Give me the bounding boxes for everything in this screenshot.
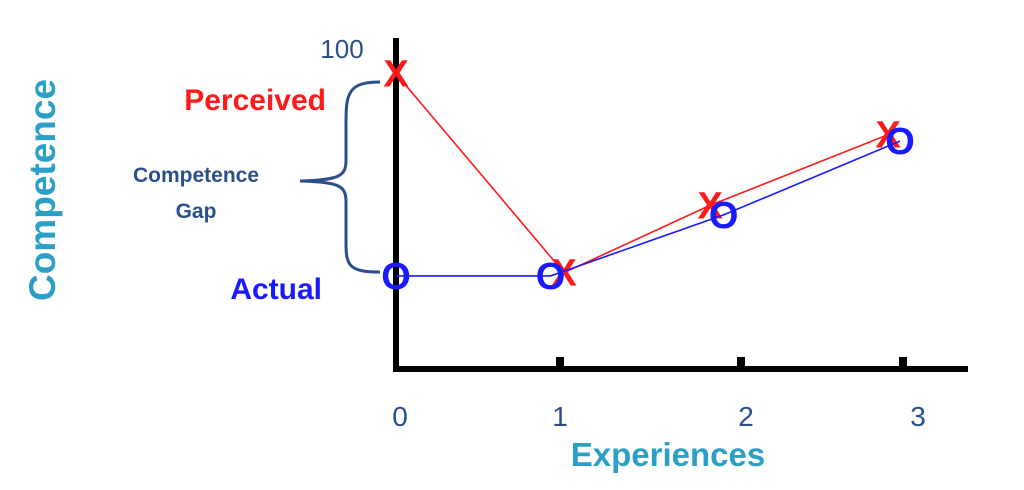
x-tick-mark-1 [556, 357, 564, 369]
competence-gap-label-line2: Gap [176, 200, 217, 223]
y-tick-label-100: 100 [320, 34, 363, 64]
series-line-perceived [395, 73, 889, 274]
x-tick-label-0: 0 [392, 401, 408, 432]
x-tick-label-1: 1 [552, 401, 568, 432]
marker-perceived-0: X [383, 54, 409, 96]
y-axis-label: Competence [22, 79, 63, 301]
x-tick-marks [556, 357, 907, 369]
legend-actual-label: Actual [230, 273, 322, 306]
competence-gap-brace [299, 80, 381, 274]
x-tick-mark-2 [737, 357, 745, 369]
x-tick-mark-3 [899, 357, 907, 369]
marker-actual-3: O [885, 121, 915, 163]
x-axis-label: Experiences [571, 436, 765, 473]
marker-actual-1: O [536, 256, 566, 298]
marker-actual-0: O [381, 256, 411, 298]
legend-perceived-label: Perceived [184, 84, 326, 117]
competence-gap-label-line1: Competence [133, 164, 259, 187]
x-tick-label-2: 2 [738, 401, 754, 432]
x-tick-labels: 0 1 2 3 [392, 401, 926, 432]
series-line-actual [396, 140, 901, 277]
marker-actual-2: O [709, 195, 739, 237]
x-tick-label-3: 3 [910, 401, 926, 432]
